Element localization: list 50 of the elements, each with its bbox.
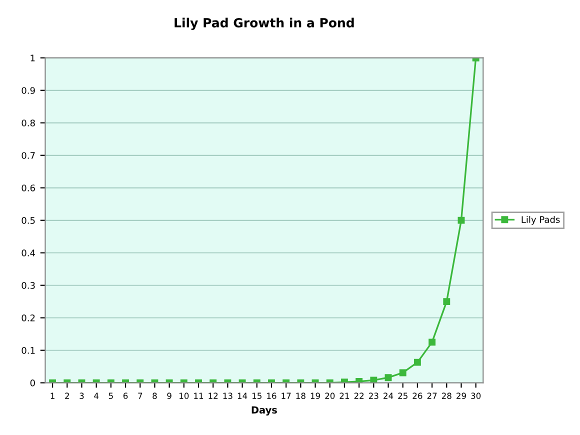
x-tick-label: 11 xyxy=(194,392,204,399)
x-tick-label: 3 xyxy=(80,392,84,399)
x-tick-label: 20 xyxy=(325,392,335,399)
x-tick-label: 26 xyxy=(412,392,422,399)
y-tick-label: 0.6 xyxy=(22,184,35,192)
chart-title: Lily Pad Growth in a Pond xyxy=(174,18,354,30)
x-tick-label: 29 xyxy=(456,392,466,399)
x-tick-label: 24 xyxy=(384,392,394,399)
x-tick-label: 6 xyxy=(123,392,128,399)
x-tick-label: 16 xyxy=(267,392,276,399)
x-tick-label: 10 xyxy=(180,392,189,399)
x-tick-label: 18 xyxy=(296,392,306,399)
x-tick-label: 27 xyxy=(427,392,437,399)
x-tick-label: 9 xyxy=(167,392,172,399)
y-tick-label: 0.7 xyxy=(22,152,35,159)
point xyxy=(443,298,450,306)
point xyxy=(399,369,406,376)
x-tick-label: 17 xyxy=(282,392,291,399)
legend-label: Lily Pads xyxy=(522,216,560,225)
x-tick-label: 30 xyxy=(471,392,481,399)
x-tick-label: 21 xyxy=(340,392,350,399)
point xyxy=(414,358,421,366)
x-tick-label: 23 xyxy=(368,392,378,399)
y-tick-label: 0.9 xyxy=(22,87,35,94)
x-tick-label: 28 xyxy=(442,392,452,399)
x-tick-label: 19 xyxy=(310,392,320,399)
y-tick-label: 1 xyxy=(30,54,35,62)
x-tick-label: 14 xyxy=(238,392,248,399)
x-tick-label: 22 xyxy=(354,392,364,399)
x-tick-label: 13 xyxy=(223,392,232,399)
y-tick-label: 0.5 xyxy=(22,217,35,224)
y-tick-label: 0.3 xyxy=(22,282,35,289)
point xyxy=(428,338,436,346)
y-tick-label: 0.1 xyxy=(22,347,35,354)
point xyxy=(370,376,378,383)
x-tick-label: 25 xyxy=(398,392,408,399)
y-tick-label: 0.8 xyxy=(22,120,35,126)
x-tick-label: 12 xyxy=(208,392,218,399)
x-tick-label: 8 xyxy=(152,392,157,399)
y-tick-label: 0.4 xyxy=(22,250,36,256)
x-tick-label: 7 xyxy=(138,392,142,399)
x-axis-title: Days xyxy=(252,406,277,416)
y-tick-label: 0 xyxy=(30,380,35,386)
x-tick-label: 2 xyxy=(65,392,69,399)
x-tick-label: 5 xyxy=(108,392,113,399)
y-tick-label: 0.2 xyxy=(22,314,35,322)
x-tick-label: 15 xyxy=(252,392,262,399)
point xyxy=(458,216,465,224)
x-tick-label: 1 xyxy=(50,392,54,399)
x-tick-label: 4 xyxy=(94,392,99,399)
